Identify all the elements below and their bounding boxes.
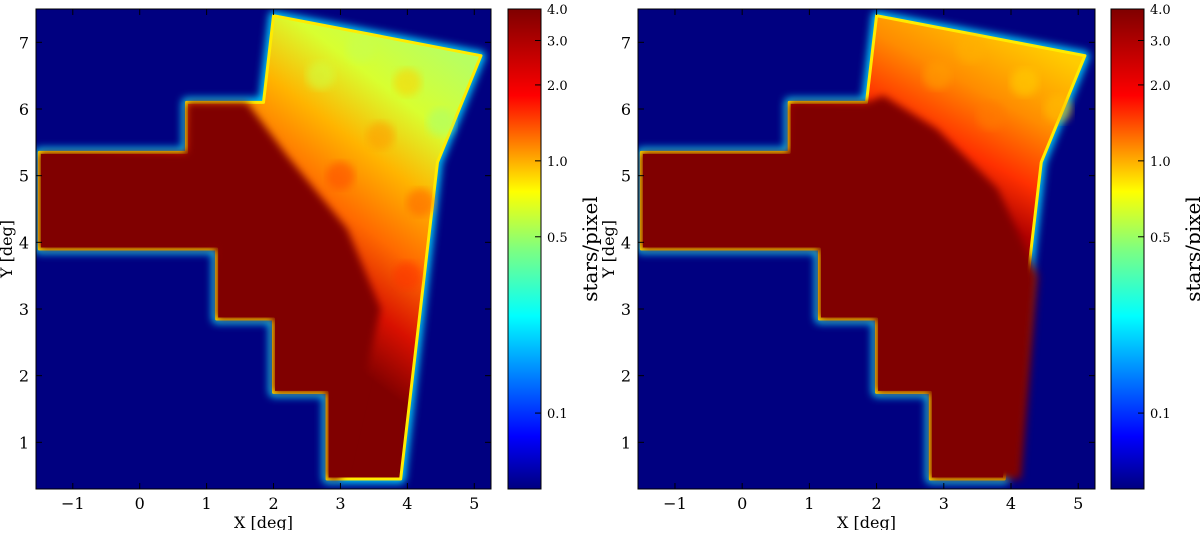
x-tick-label: 0 — [737, 494, 747, 513]
y-tick-label: 3 — [621, 300, 631, 319]
x-tick-label: 1 — [804, 494, 814, 513]
colorbar-tick-label: 3.0 — [547, 35, 568, 50]
colorbar-tick-label: 0.5 — [547, 231, 568, 246]
colorbar-tick-label: 1.0 — [547, 155, 568, 170]
colorbar — [507, 8, 542, 490]
x-tick-label: 1 — [202, 494, 212, 513]
y-axis-label: Y [deg] — [0, 220, 16, 279]
x-tick-label: 3 — [335, 494, 345, 513]
y-tick-label: 2 — [621, 367, 631, 386]
saturated-core — [39, 102, 381, 479]
density-fluctuation — [406, 188, 435, 217]
colorbar-tick-label: 0.1 — [1150, 407, 1171, 422]
y-tick-label: 1 — [621, 433, 631, 452]
density-fluctuation — [393, 261, 422, 290]
density-fluctuation — [326, 161, 355, 190]
x-tick-label: −1 — [61, 494, 85, 513]
x-tick-label: 4 — [1006, 494, 1016, 513]
density-fluctuation — [346, 35, 375, 63]
y-tick-label: 1 — [19, 433, 29, 452]
colorbar-tick-label: 4.0 — [1150, 3, 1171, 18]
panel-left: −1 0 1 2 3 4 5 1 2 3 4 5 6 7 X [deg] Y [deg] 0.1 0.5 1.0 2.… — [0, 3, 602, 532]
x-tick-label: 4 — [402, 494, 412, 513]
y-axis-label: Y [deg] — [599, 220, 618, 279]
y-tick-label: 4 — [19, 233, 29, 252]
x-tick-label: 5 — [1073, 494, 1083, 513]
y-tick-label: 6 — [19, 100, 29, 119]
y-tick-label: 6 — [621, 100, 631, 119]
x-tick-label: 3 — [939, 494, 949, 513]
colorbar — [1110, 8, 1145, 490]
density-fluctuation — [306, 61, 335, 90]
colorbar-tick-label: 0.5 — [1150, 231, 1171, 246]
x-tick-label: −1 — [663, 494, 687, 513]
colorbar-tick-label: 4.0 — [547, 3, 568, 18]
y-tick-label: 7 — [621, 33, 631, 52]
density-fluctuation — [393, 68, 422, 97]
density-fluctuation — [923, 61, 952, 90]
colorbar-tick-label: 3.0 — [1150, 35, 1171, 50]
density-fluctuation — [956, 35, 985, 63]
colorbar-tick-label: 2.0 — [1150, 79, 1171, 94]
colorbar-tick-label: 2.0 — [547, 79, 568, 94]
panel-right: −1 0 1 2 3 4 5 1 2 3 4 5 6 7 X [deg] Y [deg] 0.1 0.5 1.0 2.… — [599, 3, 1200, 532]
y-tick-label: 5 — [621, 167, 631, 186]
x-axis-label: X [deg] — [837, 513, 896, 530]
colorbar-label: stars/pixel — [1181, 196, 1200, 302]
y-tick-label: 3 — [19, 300, 29, 319]
density-fluctuation — [1044, 95, 1073, 123]
x-axis-label: X [deg] — [234, 513, 293, 530]
x-tick-label: 2 — [871, 494, 881, 513]
x-tick-label: 5 — [469, 494, 479, 513]
y-tick-label: 7 — [19, 33, 29, 52]
y-tick-label: 4 — [621, 233, 631, 252]
x-tick-label: 2 — [268, 494, 278, 513]
x-tick-label: 0 — [135, 494, 145, 513]
density-fluctuation — [1010, 68, 1039, 97]
saturated-core — [641, 95, 1038, 480]
density-fluctuation — [976, 101, 1005, 130]
colorbar-tick-label: 0.1 — [547, 407, 568, 422]
colorbar-label: stars/pixel — [578, 196, 602, 302]
axes-frame — [637, 8, 1096, 490]
density-fluctuation — [366, 121, 395, 150]
y-tick-label: 2 — [19, 367, 29, 386]
colorbar-tick-label: 1.0 — [1150, 155, 1171, 170]
density-fluctuation — [426, 108, 455, 137]
axes-frame — [35, 8, 492, 490]
y-tick-label: 5 — [19, 167, 29, 186]
